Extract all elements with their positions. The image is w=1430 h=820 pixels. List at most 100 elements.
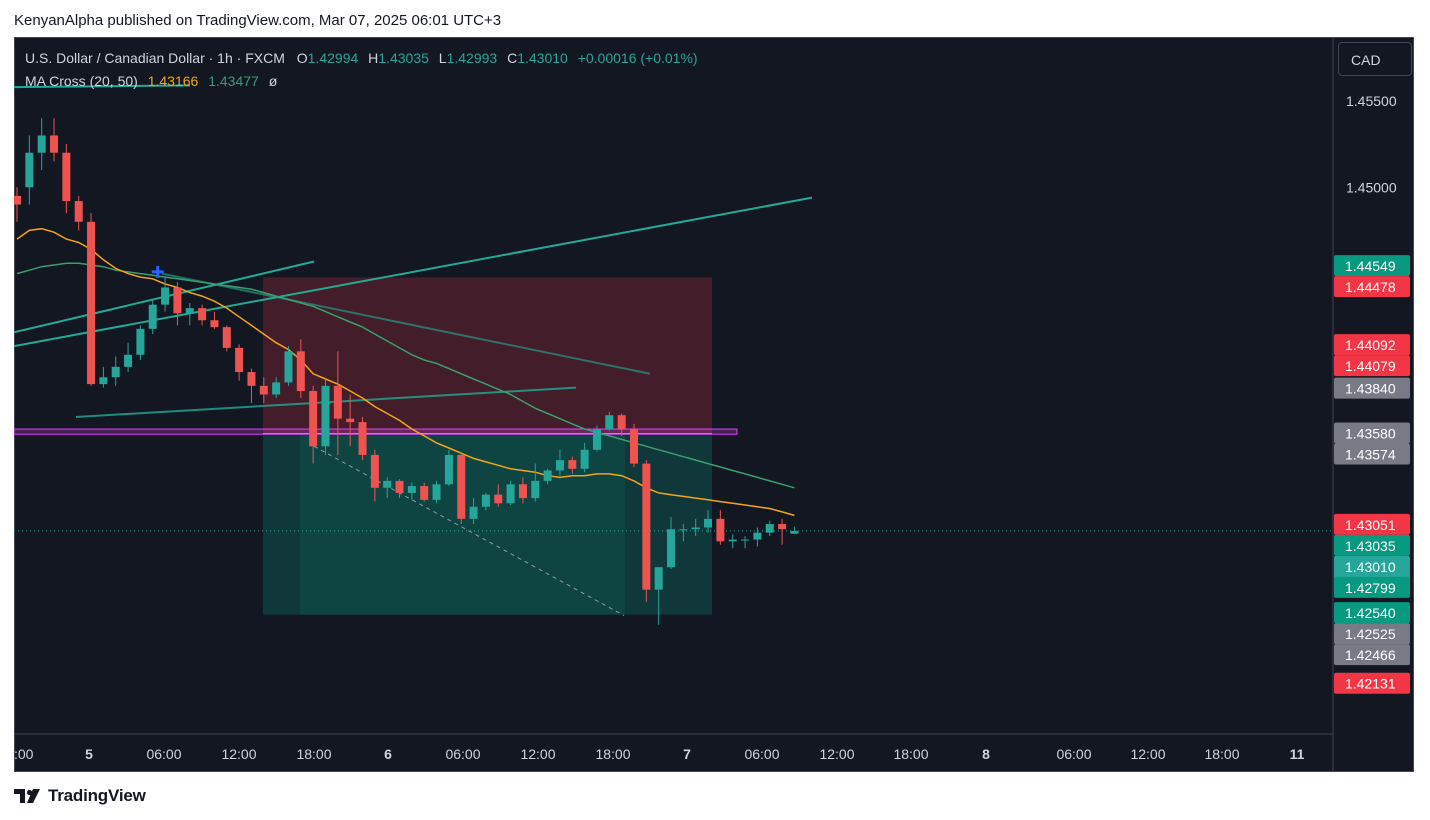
candle-body bbox=[790, 530, 799, 534]
high-key: H bbox=[368, 50, 379, 66]
candle-body bbox=[494, 494, 503, 504]
x-tick-label: :00 bbox=[14, 746, 34, 762]
trendline-top bbox=[14, 84, 191, 89]
price-tag-1.44079 bbox=[1334, 355, 1410, 377]
candle-body bbox=[383, 480, 392, 488]
price-tag-label: 1.43840 bbox=[1345, 381, 1396, 397]
x-tick-label: 12:00 bbox=[1130, 746, 1165, 762]
price-tag-1.43574 bbox=[1334, 443, 1410, 465]
candle-body bbox=[481, 494, 490, 507]
price-tag-1.43051 bbox=[1334, 513, 1410, 535]
price-tag-1.42525 bbox=[1334, 623, 1410, 645]
close-value: 1.43010 bbox=[517, 50, 568, 66]
price-tag-1.42466 bbox=[1334, 644, 1410, 666]
indicator-title: MA Cross (20, 50) bbox=[25, 73, 138, 89]
currency-button[interactable]: CAD bbox=[1338, 42, 1412, 76]
price-tag-1.43580 bbox=[1334, 422, 1410, 444]
price-tag-label: 1.42131 bbox=[1345, 676, 1396, 692]
candle-body bbox=[173, 287, 182, 314]
candle-body bbox=[247, 372, 256, 386]
trendline-channel-upper bbox=[14, 196, 813, 348]
candle-body bbox=[111, 366, 120, 378]
footer-brand: TradingView bbox=[48, 786, 146, 805]
price-tag-1.42540 bbox=[1334, 602, 1410, 624]
candle-body bbox=[198, 308, 207, 321]
candle-body bbox=[654, 567, 663, 590]
candle-body bbox=[617, 415, 626, 430]
price-tag-label: 1.43035 bbox=[1345, 538, 1396, 554]
price-tag-label: 1.42525 bbox=[1345, 626, 1396, 642]
candle-body bbox=[555, 460, 564, 471]
indicator-legend[interactable]: MA Cross (20, 50) 1.43166 1.43477 ø bbox=[25, 73, 277, 89]
candle-body bbox=[321, 385, 330, 447]
candle-body bbox=[284, 351, 293, 383]
candle-body bbox=[272, 382, 281, 395]
price-tag-1.43840 bbox=[1334, 377, 1410, 399]
candle-body bbox=[667, 529, 676, 568]
candle-body bbox=[50, 135, 59, 153]
candlestick-chart[interactable]: 1.455001.450001.440001.435001.445491.444… bbox=[14, 37, 1414, 772]
horizontal-zone bbox=[14, 428, 738, 435]
plot-area bbox=[14, 84, 1333, 625]
ma20-value: 1.43166 bbox=[147, 73, 199, 89]
x-tick-label: 18:00 bbox=[296, 746, 331, 762]
candle-body bbox=[592, 429, 601, 450]
low-key: L bbox=[438, 50, 447, 66]
price-tag-1.43035 bbox=[1334, 534, 1410, 556]
candle-body bbox=[235, 347, 244, 373]
candle-body bbox=[704, 518, 713, 528]
price-tag-1.42799 bbox=[1334, 576, 1410, 598]
candle-body bbox=[87, 221, 96, 385]
candle-body bbox=[444, 454, 453, 485]
x-tick-label: 18:00 bbox=[893, 746, 928, 762]
price-tag-label: 1.43574 bbox=[1345, 446, 1396, 462]
close-key: C bbox=[507, 50, 518, 66]
symbol-legend: U.S. Dollar / Canadian Dollar · 1h · FXC… bbox=[25, 50, 698, 66]
price-tag-label: 1.43051 bbox=[1345, 517, 1396, 533]
price-tag-label: 1.44092 bbox=[1345, 337, 1396, 353]
candle-body bbox=[605, 415, 614, 430]
candle-body bbox=[358, 422, 367, 455]
visibility-icon[interactable]: ø bbox=[268, 73, 278, 89]
price-tag-label: 1.42466 bbox=[1345, 647, 1396, 663]
candle-body bbox=[531, 480, 540, 499]
x-tick-label: 5 bbox=[85, 746, 93, 762]
candle-body bbox=[691, 527, 700, 530]
price-tag-label: 1.44478 bbox=[1345, 279, 1396, 295]
stop-loss-zone bbox=[263, 277, 712, 434]
candle-body bbox=[395, 480, 404, 493]
candle-body bbox=[469, 506, 478, 519]
price-tag-1.44549 bbox=[1334, 255, 1410, 277]
candle-body bbox=[136, 328, 145, 355]
x-tick-label: 06:00 bbox=[1056, 746, 1091, 762]
x-tick-label: 8 bbox=[982, 746, 990, 762]
candle-body bbox=[333, 385, 342, 419]
x-tick-label: 18:00 bbox=[1204, 746, 1239, 762]
open-value: 1.42994 bbox=[307, 50, 359, 66]
candle-body bbox=[62, 152, 71, 202]
candle-body bbox=[296, 351, 305, 392]
price-tag-1.42131 bbox=[1334, 672, 1410, 694]
x-tick-label: 12:00 bbox=[520, 746, 555, 762]
ma50-line bbox=[16, 262, 795, 489]
candle-body bbox=[765, 524, 774, 533]
x-tick-label: 06:00 bbox=[445, 746, 480, 762]
cross-marker-icon bbox=[151, 265, 164, 278]
candle-body bbox=[99, 377, 108, 385]
candle-body bbox=[778, 524, 787, 530]
chart-frame bbox=[14, 37, 1414, 772]
candle-body bbox=[25, 152, 34, 188]
candle-body bbox=[457, 454, 466, 519]
price-tag-label: 1.43580 bbox=[1345, 425, 1396, 441]
candle-body bbox=[124, 354, 133, 367]
price-tag-label: 1.43010 bbox=[1345, 559, 1396, 575]
x-tick-label: 7 bbox=[683, 746, 691, 762]
open-key: O bbox=[296, 50, 308, 66]
candle-body bbox=[432, 484, 441, 500]
candle-body bbox=[716, 518, 725, 542]
candle-body bbox=[630, 429, 638, 464]
candle-body bbox=[37, 135, 46, 153]
candle-body bbox=[161, 287, 170, 305]
price-tag-label: 1.44079 bbox=[1345, 358, 1396, 374]
candle-body bbox=[74, 201, 83, 222]
